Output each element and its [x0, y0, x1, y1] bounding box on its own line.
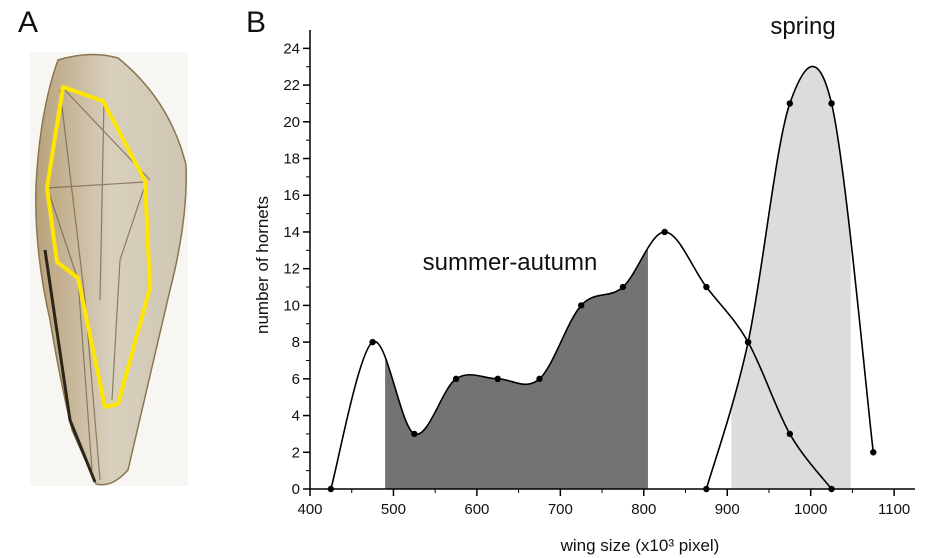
data-point — [494, 375, 501, 383]
x-tick-label: 900 — [715, 501, 740, 518]
data-point — [369, 338, 376, 346]
data-point — [619, 283, 627, 291]
y-tick-label: 2 — [292, 444, 300, 461]
data-point — [828, 100, 835, 107]
data-point — [786, 430, 794, 438]
panel-label: A — [18, 6, 38, 39]
x-tick-label: 800 — [631, 501, 656, 518]
y-tick-label: 22 — [283, 77, 300, 94]
x-tick-label: 1000 — [794, 501, 827, 518]
data-point — [870, 449, 877, 456]
data-point — [411, 430, 418, 438]
shaded-range — [731, 66, 851, 489]
y-axis-label: number of hornets — [253, 196, 272, 334]
data-point — [703, 283, 710, 291]
y-tick-label: 12 — [283, 261, 300, 278]
data-point — [452, 375, 460, 383]
x-tick-label: 500 — [381, 501, 406, 518]
series-label: spring — [770, 13, 835, 40]
y-tick-label: 6 — [292, 371, 300, 388]
y-tick-label: 8 — [292, 334, 300, 351]
y-tick-label: 14 — [283, 224, 300, 241]
x-tick-label: 700 — [548, 501, 573, 518]
y-tick-label: 16 — [283, 187, 300, 204]
data-point — [578, 302, 585, 309]
data-point — [744, 338, 752, 346]
x-tick-label: 400 — [297, 501, 322, 518]
series-label: summer-autumn — [423, 249, 598, 276]
y-tick-label: 20 — [283, 114, 300, 131]
x-tick-label: 1100 — [878, 501, 910, 518]
panel-label: B — [246, 6, 266, 39]
x-axis-label: wing size (x10³ pixel) — [560, 536, 720, 555]
y-tick-label: 10 — [283, 297, 300, 314]
y-tick-label: 4 — [292, 408, 300, 425]
data-point — [661, 228, 668, 236]
data-point — [786, 100, 794, 107]
y-tick-label: 18 — [283, 151, 300, 168]
x-tick-label: 600 — [464, 501, 489, 518]
y-tick-label: 0 — [292, 481, 300, 498]
y-tick-label: 24 — [283, 40, 300, 57]
data-point — [536, 375, 543, 383]
wing-photo — [30, 52, 188, 486]
